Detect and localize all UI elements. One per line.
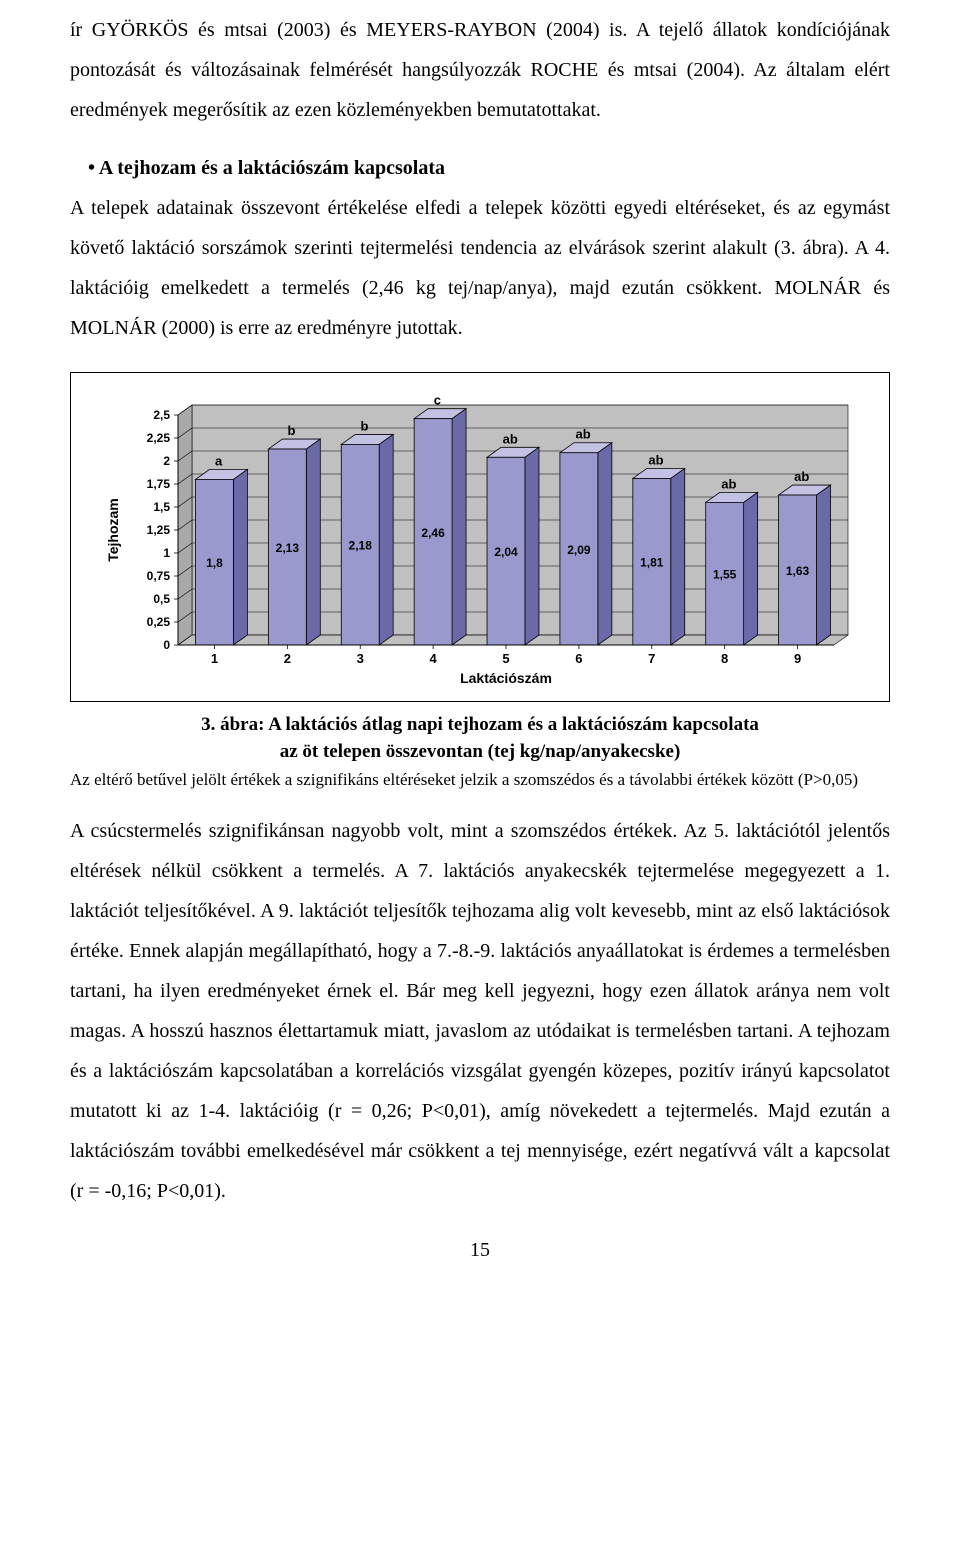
figure-caption-note: Az eltérő betűvel jelölt értékek a szign…: [70, 767, 890, 793]
bar-chart: 0 0,25 0,5 0,75 1 1,25 1,5 1,75 2 2,25 2,5 1,8 a 1 2,1…: [100, 391, 860, 691]
svg-text:a: a: [215, 453, 223, 468]
svg-text:1: 1: [163, 546, 170, 560]
svg-text:2,25: 2,25: [147, 431, 171, 445]
svg-text:ab: ab: [721, 476, 736, 491]
svg-text:ab: ab: [576, 427, 591, 442]
svg-text:ab: ab: [503, 431, 518, 446]
svg-text:7: 7: [648, 651, 655, 666]
svg-text:c: c: [434, 393, 441, 408]
paragraph-3: A csúcstermelés szignifikánsan nagyobb v…: [70, 811, 890, 1211]
caption-line-1: 3. ábra: A laktációs átlag napi tejhozam…: [201, 714, 759, 735]
svg-text:1,55: 1,55: [713, 568, 737, 582]
svg-text:0,5: 0,5: [153, 592, 170, 606]
svg-text:0,75: 0,75: [147, 569, 171, 583]
svg-text:1,75: 1,75: [147, 477, 171, 491]
svg-text:2,18: 2,18: [349, 539, 373, 553]
figure-caption: 3. ábra: A laktációs átlag napi tejhozam…: [70, 712, 890, 765]
svg-text:8: 8: [721, 651, 728, 666]
svg-text:2: 2: [163, 454, 170, 468]
svg-text:2,46: 2,46: [421, 526, 445, 540]
chart-container: 0 0,25 0,5 0,75 1 1,25 1,5 1,75 2 2,25 2,5 1,8 a 1 2,1…: [70, 372, 890, 702]
svg-text:ab: ab: [794, 469, 809, 484]
svg-text:1,5: 1,5: [153, 500, 170, 514]
svg-text:Laktációszám: Laktációszám: [460, 670, 552, 686]
svg-text:1,25: 1,25: [147, 523, 171, 537]
svg-text:ab: ab: [648, 452, 663, 467]
page-number: 15: [70, 1239, 890, 1262]
svg-text:b: b: [288, 423, 296, 438]
svg-text:2,04: 2,04: [494, 545, 518, 559]
svg-text:9: 9: [794, 651, 801, 666]
bullet-heading: A tejhozam és a laktációszám kapcsolata: [88, 148, 890, 188]
paragraph-1: ír GYÖRKÖS és mtsai (2003) és MEYERS-RAY…: [70, 10, 890, 130]
svg-text:5: 5: [502, 651, 509, 666]
svg-text:0: 0: [163, 638, 170, 652]
svg-text:2,13: 2,13: [276, 541, 300, 555]
svg-text:6: 6: [575, 651, 582, 666]
svg-text:0,25: 0,25: [147, 615, 171, 629]
svg-text:2: 2: [284, 651, 291, 666]
svg-text:1,8: 1,8: [206, 556, 223, 570]
svg-text:2,5: 2,5: [153, 408, 170, 422]
svg-text:b: b: [360, 418, 368, 433]
svg-text:4: 4: [429, 651, 437, 666]
svg-text:Tejhozam: Tejhozam: [105, 498, 121, 562]
caption-line-2: az öt telepen összevontan (tej kg/nap/an…: [280, 741, 681, 762]
svg-text:1,63: 1,63: [786, 564, 810, 578]
paragraph-2: A telepek adatainak összevont értékelése…: [70, 188, 890, 348]
page-container: ír GYÖRKÖS és mtsai (2003) és MEYERS-RAY…: [0, 0, 960, 1302]
svg-text:2,09: 2,09: [567, 543, 591, 557]
svg-text:1,81: 1,81: [640, 556, 664, 570]
svg-text:1: 1: [211, 651, 218, 666]
svg-text:3: 3: [357, 651, 364, 666]
